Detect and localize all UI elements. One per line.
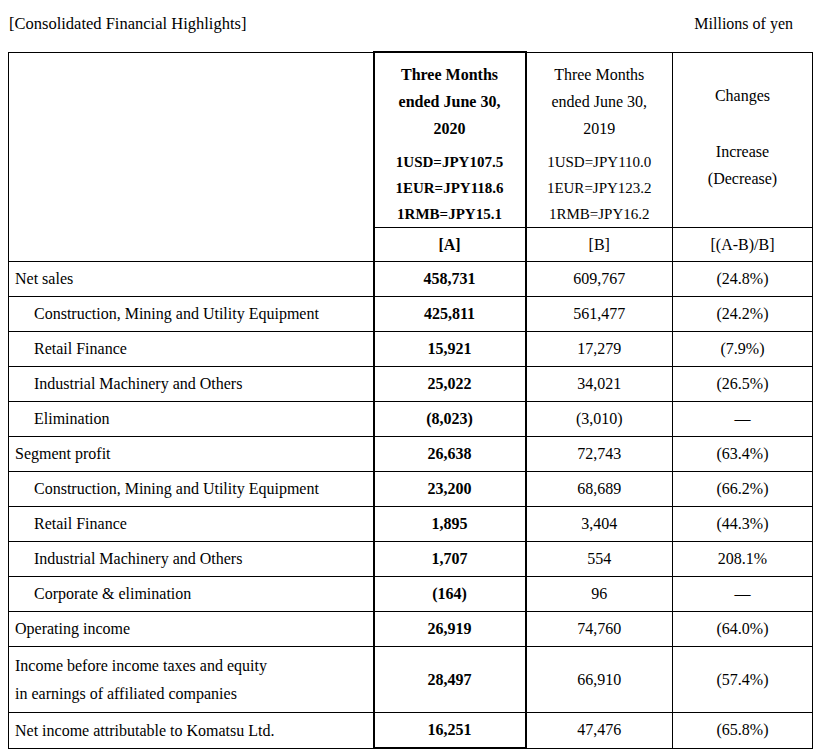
value-current-period: 23,200: [374, 472, 526, 507]
rmb-rate: 1RMB=JPY15.1: [375, 201, 525, 227]
value-current-period: 26,638: [374, 437, 526, 472]
changes-sublabel-line: (Decrease): [673, 165, 812, 192]
value-prior-period: 72,743: [526, 437, 673, 472]
column-tag-b: [B]: [526, 228, 673, 262]
table-row: Elimination(8,023)(3,010)—: [9, 402, 813, 437]
row-label: Net sales: [9, 262, 374, 297]
value-prior-period: 554: [526, 542, 673, 577]
table-row: Industrial Machinery and Others25,02234,…: [9, 367, 813, 402]
header-row-periods: Three Months ended June 30, 2020 1USD=JP…: [9, 52, 813, 228]
current-period-label: Three Months ended June 30, 2020: [375, 53, 525, 142]
period-line: Three Months: [375, 61, 525, 88]
table-row: Construction, Mining and Utility Equipme…: [9, 472, 813, 507]
value-change: 208.1%: [673, 542, 813, 577]
value-change: (64.0%): [673, 612, 813, 647]
changes-sublabel: Increase (Decrease): [673, 138, 812, 192]
value-change: (26.5%): [673, 367, 813, 402]
financial-highlights-table: Three Months ended June 30, 2020 1USD=JP…: [8, 51, 813, 749]
value-prior-period: 17,279: [526, 332, 673, 367]
table-row: Retail Finance15,92117,279(7.9%): [9, 332, 813, 367]
value-change: (66.2%): [673, 472, 813, 507]
value-current-period: 25,022: [374, 367, 526, 402]
value-change: (44.3%): [673, 507, 813, 542]
table-row: Net sales458,731609,767(24.8%): [9, 262, 813, 297]
unit-label: Millions of yen: [694, 15, 793, 33]
prior-period-label: Three Months ended June 30, 2019: [527, 53, 673, 142]
period-line: ended June 30,: [375, 88, 525, 115]
table-row: Operating income26,91974,760(64.0%): [9, 612, 813, 647]
usd-rate: 1USD=JPY107.5: [375, 149, 525, 175]
table-row: Retail Finance1,8953,404(44.3%): [9, 507, 813, 542]
period-line: Three Months: [527, 61, 673, 88]
value-change: —: [673, 577, 813, 612]
value-prior-period: 47,476: [526, 713, 673, 749]
row-label: Elimination: [9, 402, 374, 437]
period-line: 2020: [375, 115, 525, 142]
value-current-period: 28,497: [374, 647, 526, 713]
usd-rate: 1USD=JPY110.0: [527, 149, 673, 175]
period-line: ended June 30,: [527, 88, 673, 115]
value-prior-period: 74,760: [526, 612, 673, 647]
value-change: (63.4%): [673, 437, 813, 472]
value-prior-period: 68,689: [526, 472, 673, 507]
row-label: Operating income: [9, 612, 374, 647]
value-current-period: 15,921: [374, 332, 526, 367]
value-prior-period: (3,010): [526, 402, 673, 437]
row-label: Retail Finance: [9, 332, 374, 367]
value-prior-period: 66,910: [526, 647, 673, 713]
value-current-period: 425,811: [374, 297, 526, 332]
row-label: Industrial Machinery and Others: [9, 542, 374, 577]
column-header-current-period: Three Months ended June 30, 2020 1USD=JP…: [374, 52, 526, 228]
value-current-period: 1,707: [374, 542, 526, 577]
value-current-period: 16,251: [374, 713, 526, 749]
column-header-changes: Changes Increase (Decrease): [673, 52, 813, 228]
row-label: Construction, Mining and Utility Equipme…: [9, 297, 374, 332]
table-row: Income before income taxes and equity in…: [9, 647, 813, 713]
rmb-rate: 1RMB=JPY16.2: [527, 201, 673, 227]
eur-rate: 1EUR=JPY118.6: [375, 175, 525, 201]
value-change: (7.9%): [673, 332, 813, 367]
table-row: Construction, Mining and Utility Equipme…: [9, 297, 813, 332]
value-prior-period: 96: [526, 577, 673, 612]
table-body: Net sales458,731609,767(24.8%)Constructi…: [9, 262, 813, 749]
current-exchange-rates: 1USD=JPY107.5 1EUR=JPY118.6 1RMB=JPY15.1: [375, 149, 525, 227]
changes-sublabel-line: Increase: [673, 138, 812, 165]
value-prior-period: 3,404: [526, 507, 673, 542]
table-row: Corporate & elimination(164)96—: [9, 577, 813, 612]
value-prior-period: 609,767: [526, 262, 673, 297]
value-change: (57.4%): [673, 647, 813, 713]
row-label: Net income attributable to Komatsu Ltd.: [9, 713, 374, 749]
value-prior-period: 34,021: [526, 367, 673, 402]
eur-rate: 1EUR=JPY123.2: [527, 175, 673, 201]
row-label: Segment profit: [9, 437, 374, 472]
value-change: (24.2%): [673, 297, 813, 332]
row-label: Corporate & elimination: [9, 577, 374, 612]
row-label: Construction, Mining and Utility Equipme…: [9, 472, 374, 507]
page-header: [Consolidated Financial Highlights] Mill…: [0, 0, 821, 51]
table-row: Segment profit26,63872,743(63.4%): [9, 437, 813, 472]
column-tag-a: [A]: [374, 228, 526, 262]
value-prior-period: 561,477: [526, 297, 673, 332]
value-current-period: 1,895: [374, 507, 526, 542]
table-row: Net income attributable to Komatsu Ltd.1…: [9, 713, 813, 749]
column-tag-changes: [(A-B)/B]: [673, 228, 813, 262]
changes-label: Changes: [673, 53, 812, 109]
period-line: 2019: [527, 115, 673, 142]
value-current-period: 458,731: [374, 262, 526, 297]
column-header-prior-period: Three Months ended June 30, 2019 1USD=JP…: [526, 52, 673, 228]
table-row: Industrial Machinery and Others1,7075542…: [9, 542, 813, 577]
value-current-period: (8,023): [374, 402, 526, 437]
value-change: —: [673, 402, 813, 437]
row-label: Retail Finance: [9, 507, 374, 542]
prior-exchange-rates: 1USD=JPY110.0 1EUR=JPY123.2 1RMB=JPY16.2: [527, 149, 673, 227]
value-current-period: 26,919: [374, 612, 526, 647]
value-change: (24.8%): [673, 262, 813, 297]
value-change: (65.8%): [673, 713, 813, 749]
row-label: Industrial Machinery and Others: [9, 367, 374, 402]
row-label: Income before income taxes and equity in…: [9, 647, 374, 713]
page-title: [Consolidated Financial Highlights]: [9, 14, 246, 34]
row-label-header-cell: [9, 52, 374, 262]
value-current-period: (164): [374, 577, 526, 612]
